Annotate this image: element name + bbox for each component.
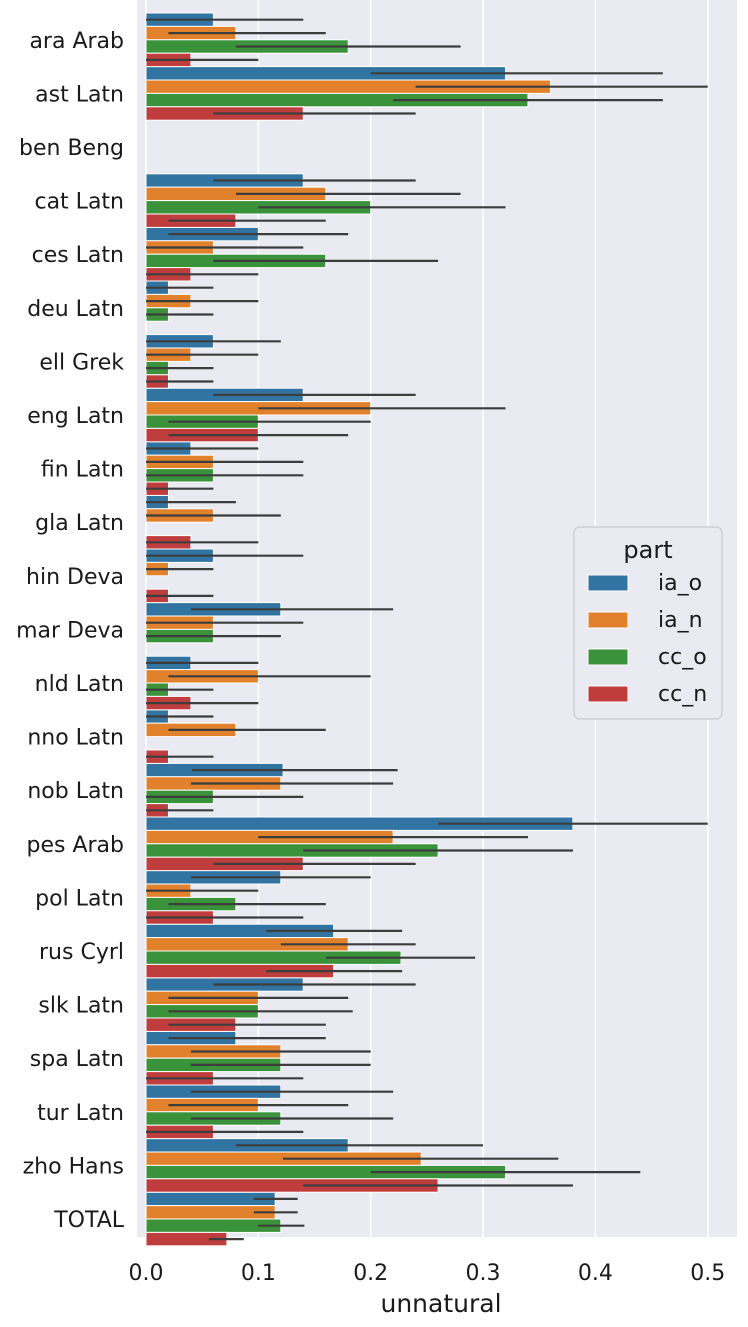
y-tick-label: slk Latn: [38, 994, 124, 1019]
x-tick-label: 0.1: [241, 1261, 276, 1286]
legend-label-cc_o: cc_o: [658, 645, 707, 670]
legend-title: part: [623, 536, 672, 564]
y-tick-label: spa Latn: [30, 1047, 124, 1072]
y-tick-label: nno Latn: [27, 726, 124, 751]
y-tick-label: ast Latn: [35, 82, 124, 107]
x-axis-label: unnatural: [380, 1289, 501, 1318]
x-tick-label: 0.0: [129, 1261, 164, 1286]
error-bars: [146, 18, 708, 1241]
legend: part ia_o ia_n cc_o cc_n: [573, 526, 723, 720]
y-tick-label: ell Grek: [39, 350, 124, 375]
y-tick-label: pes Arab: [27, 833, 125, 858]
y-tick-label: eng Latn: [27, 404, 124, 429]
y-tick-label: ces Latn: [32, 243, 124, 268]
x-tick-labels: 0.0 0.1 0.2 0.3 0.4 0.5: [129, 1261, 726, 1286]
y-tick-label: TOTAL: [53, 1208, 125, 1233]
legend-label-ia_n: ia_n: [658, 608, 703, 633]
y-tick-labels: ara Arab ast Latn ben Beng cat Latn ces Latn…: [16, 29, 125, 1233]
y-tick-label: tur Latn: [37, 1101, 124, 1126]
y-tick-label: mar Deva: [16, 618, 124, 643]
y-tick-label: gla Latn: [35, 511, 124, 536]
x-tick-label: 0.2: [353, 1261, 388, 1286]
y-tick-label: fin Latn: [41, 458, 124, 483]
y-tick-label: rus Cyrl: [39, 940, 124, 965]
y-tick-label: ara Arab: [29, 29, 124, 54]
legend-swatch-cc_n: [587, 685, 629, 703]
x-tick-label: 0.5: [690, 1261, 725, 1286]
y-tick-label: nld Latn: [35, 672, 124, 697]
x-tick-label: 0.3: [466, 1261, 501, 1286]
legend-swatch-cc_o: [587, 648, 629, 666]
legend-swatch-ia_o: [587, 574, 629, 592]
legend-label-ia_o: ia_o: [658, 571, 702, 596]
y-tick-label: cat Latn: [34, 190, 124, 215]
y-tick-label: hin Deva: [26, 565, 124, 590]
y-tick-label: ben Beng: [19, 136, 124, 161]
y-tick-label: pol Latn: [35, 886, 124, 911]
y-tick-label: deu Latn: [27, 297, 124, 322]
y-tick-label: nob Latn: [27, 779, 124, 804]
y-tick-label: zho Hans: [23, 1154, 124, 1179]
legend-label-cc_n: cc_n: [658, 682, 707, 707]
x-tick-label: 0.4: [578, 1261, 613, 1286]
legend-swatch-ia_n: [587, 611, 629, 629]
